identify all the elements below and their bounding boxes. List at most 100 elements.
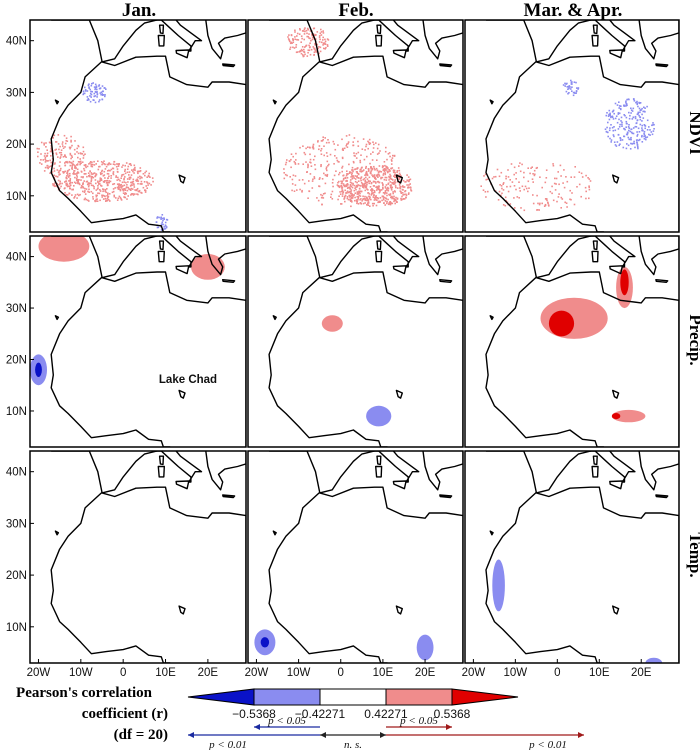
speckle-mark	[642, 110, 644, 113]
speckle-mark	[548, 205, 550, 207]
speckle-mark	[96, 194, 98, 197]
speckle-mark	[629, 114, 631, 117]
speckle-mark	[63, 187, 66, 190]
speckle-mark	[84, 86, 86, 89]
speckle-mark	[357, 184, 359, 186]
speckle-mark	[389, 176, 392, 178]
speckle-mark	[345, 192, 347, 194]
speckle-mark	[363, 186, 365, 189]
speckle-mark	[66, 182, 68, 185]
speckle-mark	[510, 163, 513, 165]
speckle-mark	[370, 166, 372, 168]
speckle-mark	[104, 168, 107, 170]
speckle-mark	[361, 148, 364, 150]
speckle-mark	[74, 153, 76, 155]
speckle-mark	[607, 131, 609, 134]
speckle-mark	[646, 105, 648, 108]
speckle-mark	[390, 201, 392, 204]
speckle-mark	[88, 83, 90, 85]
speckle-mark	[355, 152, 358, 155]
speckle-mark	[295, 46, 297, 48]
speckle-mark	[649, 129, 651, 131]
speckle-mark	[357, 180, 360, 182]
speckle-mark	[61, 182, 63, 185]
y-tick-label: 20N	[6, 570, 27, 582]
legend-title-line1: Pearson's correlation	[16, 685, 153, 701]
speckle-mark	[559, 164, 562, 167]
speckle-mark	[386, 188, 388, 190]
speckle-mark	[387, 153, 390, 155]
speckle-mark	[156, 226, 159, 229]
speckle-mark	[368, 182, 371, 185]
speckle-mark	[575, 92, 577, 94]
speckle-mark	[111, 167, 114, 170]
speckle-mark	[393, 198, 395, 200]
speckle-mark	[646, 136, 649, 138]
speckle-mark	[324, 40, 327, 43]
speckle-mark	[354, 187, 356, 189]
speckle-mark	[144, 191, 147, 193]
speckle-mark	[117, 163, 120, 166]
speckle-mark	[106, 172, 109, 175]
speckle-mark	[633, 142, 636, 145]
speckle-mark	[99, 183, 101, 185]
speckle-mark	[40, 141, 43, 144]
speckle-mark	[388, 169, 390, 171]
speckle-mark	[47, 160, 49, 162]
speckle-mark	[347, 198, 350, 201]
speckle-mark	[139, 170, 141, 173]
speckle-mark	[410, 190, 413, 192]
speckle-mark	[45, 146, 47, 148]
speckle-mark	[59, 180, 61, 183]
speckle-mark	[104, 180, 106, 182]
speckle-mark	[373, 196, 375, 199]
speckle-mark	[320, 140, 323, 142]
speckle-mark	[96, 198, 98, 200]
speckle-mark	[628, 111, 630, 114]
speckle-mark	[64, 181, 66, 183]
speckle-mark	[314, 34, 317, 36]
speckle-mark	[91, 173, 93, 176]
speckle-mark	[321, 203, 323, 206]
speckle-mark	[382, 184, 384, 187]
speckle-mark	[384, 187, 387, 189]
speckle-mark	[375, 197, 377, 199]
speckle-mark	[531, 166, 533, 168]
speckle-mark	[59, 169, 62, 172]
speckle-mark	[380, 176, 382, 179]
speckle-mark	[79, 152, 82, 154]
speckle-mark	[318, 185, 321, 188]
speckle-mark	[74, 176, 76, 179]
speckle-mark	[363, 185, 366, 187]
speckle-mark	[115, 197, 117, 199]
panel-border	[464, 19, 680, 233]
speckle-mark	[505, 199, 507, 202]
coastline	[439, 494, 453, 499]
coastline	[439, 279, 453, 283]
speckle-mark	[309, 42, 311, 44]
speckle-mark	[618, 107, 620, 109]
speckle-mark	[104, 197, 107, 200]
speckle-mark	[641, 134, 643, 137]
speckle-mark	[322, 197, 325, 199]
speckle-mark	[378, 174, 380, 176]
coastline	[50, 236, 246, 447]
speckle-mark	[399, 186, 402, 188]
speckle-mark	[341, 165, 344, 168]
speckle-mark	[142, 173, 145, 175]
speckle-mark	[375, 182, 377, 184]
speckle-mark	[291, 189, 293, 192]
speckle-mark	[619, 143, 621, 145]
speckle-mark	[69, 147, 71, 150]
speckle-mark	[122, 173, 125, 176]
speckle-mark	[539, 202, 541, 205]
speckle-mark	[644, 135, 646, 137]
speckle-mark	[389, 175, 392, 177]
speckle-mark	[313, 53, 315, 56]
speckle-mark	[132, 180, 135, 183]
speckle-mark	[353, 194, 355, 196]
speckle-mark	[347, 141, 350, 143]
speckle-mark	[99, 190, 102, 192]
speckle-mark	[627, 132, 629, 134]
speckle-mark	[116, 179, 118, 181]
